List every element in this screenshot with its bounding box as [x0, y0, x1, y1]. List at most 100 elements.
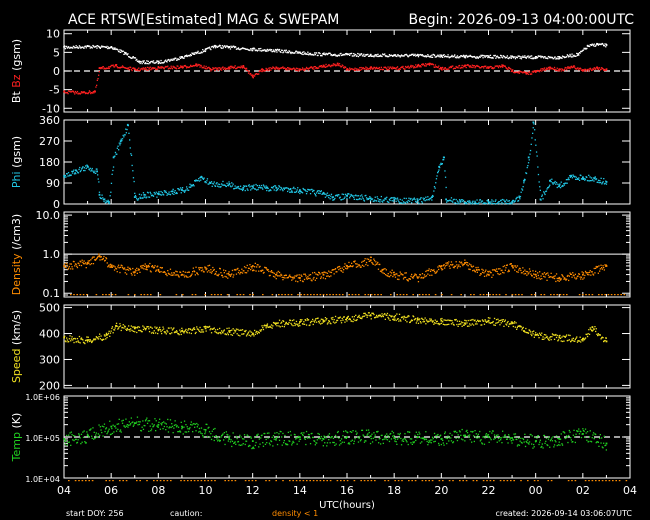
data-point-density	[452, 266, 455, 268]
data-point-bt	[445, 55, 447, 58]
data-point-bt	[546, 57, 548, 59]
data-point-speed	[457, 325, 459, 327]
data-point-density	[454, 265, 457, 267]
data-point-density	[419, 274, 422, 276]
data-point-density	[356, 263, 358, 265]
data-point-bt	[523, 56, 525, 58]
density-caution-marker	[73, 294, 75, 296]
data-point-speed	[497, 318, 499, 320]
density-caution-marker	[434, 294, 437, 296]
data-point-bt	[139, 62, 141, 65]
data-point-density	[435, 271, 438, 273]
data-point-bt	[80, 47, 82, 49]
data-point-density	[75, 263, 77, 265]
data-point-phi	[592, 179, 594, 181]
data-point-speed	[357, 316, 359, 318]
y-axis-label-part: Temp	[10, 432, 23, 462]
data-point-density	[275, 278, 277, 280]
data-point-bz	[553, 68, 555, 71]
data-point-phi	[478, 201, 480, 203]
data-point-bz	[251, 74, 253, 77]
data-point-phi	[223, 184, 225, 186]
data-point-temp	[83, 430, 85, 432]
data-point-bz	[443, 68, 445, 71]
data-point-phi	[83, 169, 85, 172]
data-point-bz	[186, 67, 188, 69]
data-point-density	[241, 268, 243, 270]
data-point-phi	[293, 191, 296, 193]
data-point-bz	[600, 68, 602, 71]
data-point-density	[386, 274, 388, 277]
data-point-bz	[427, 63, 429, 66]
data-point-bz	[297, 67, 299, 70]
data-point-temp	[170, 426, 172, 429]
density-caution-marker	[306, 294, 309, 296]
density-caution-marker	[418, 294, 421, 296]
data-point-bt	[449, 56, 451, 58]
data-point-density	[333, 273, 335, 275]
data-point-speed	[202, 331, 205, 333]
data-point-speed	[78, 341, 80, 343]
data-point-density	[469, 268, 471, 271]
data-point-speed	[475, 323, 477, 325]
data-point-phi	[278, 186, 281, 188]
data-point-density	[409, 278, 411, 280]
data-point-bt	[267, 50, 269, 52]
data-point-bt	[567, 54, 569, 57]
data-point-phi	[529, 149, 532, 152]
data-point-phi	[538, 181, 540, 183]
data-point-bz	[98, 71, 100, 73]
data-point-density	[494, 269, 496, 271]
data-point-phi	[175, 191, 178, 194]
data-point-bz	[208, 66, 210, 68]
data-point-density	[477, 266, 479, 269]
data-point-temp	[111, 427, 113, 430]
data-point-speed	[598, 334, 600, 336]
data-point-bt	[340, 54, 343, 57]
data-point-bt	[171, 59, 173, 61]
data-point-speed	[316, 317, 318, 320]
data-point-bz	[508, 67, 510, 69]
data-point-density	[553, 277, 556, 280]
density-caution-marker	[76, 294, 78, 296]
data-point-bt	[551, 57, 554, 59]
data-point-phi	[197, 179, 199, 182]
data-point-temp	[214, 435, 217, 437]
data-point-bz	[307, 69, 310, 71]
data-point-density	[115, 268, 118, 270]
data-point-bz	[456, 66, 459, 68]
data-point-speed	[259, 329, 261, 331]
data-point-bt	[164, 60, 166, 62]
data-point-bt	[442, 56, 444, 58]
data-point-bz	[233, 67, 235, 69]
data-point-bt	[126, 54, 128, 56]
data-point-density	[508, 270, 510, 272]
data-point-bz	[565, 67, 567, 69]
data-point-speed	[383, 313, 385, 316]
data-point-temp	[215, 435, 217, 437]
data-point-density	[256, 266, 258, 268]
data-point-phi	[358, 198, 360, 200]
data-point-phi	[419, 198, 422, 200]
data-point-phi	[73, 169, 75, 171]
data-point-bz	[361, 67, 364, 69]
data-point-density	[105, 258, 108, 260]
data-point-density	[576, 277, 578, 279]
data-point-density	[74, 263, 77, 265]
data-point-speed	[436, 320, 438, 322]
data-point-speed	[76, 341, 78, 343]
data-point-phi	[137, 199, 139, 201]
y-axis-label-part: (/cm3)	[10, 214, 23, 254]
data-point-bz	[327, 65, 329, 67]
data-point-bt	[373, 56, 375, 58]
data-point-density	[213, 268, 215, 271]
data-point-temp	[184, 431, 186, 433]
data-point-phi	[313, 189, 315, 192]
data-point-phi	[473, 203, 475, 205]
data-point-speed	[544, 337, 546, 339]
data-point-bz	[469, 65, 471, 67]
data-point-bz	[100, 66, 102, 69]
data-point-bz	[545, 67, 548, 69]
data-point-bt	[96, 47, 98, 49]
data-point-bt	[351, 52, 353, 55]
